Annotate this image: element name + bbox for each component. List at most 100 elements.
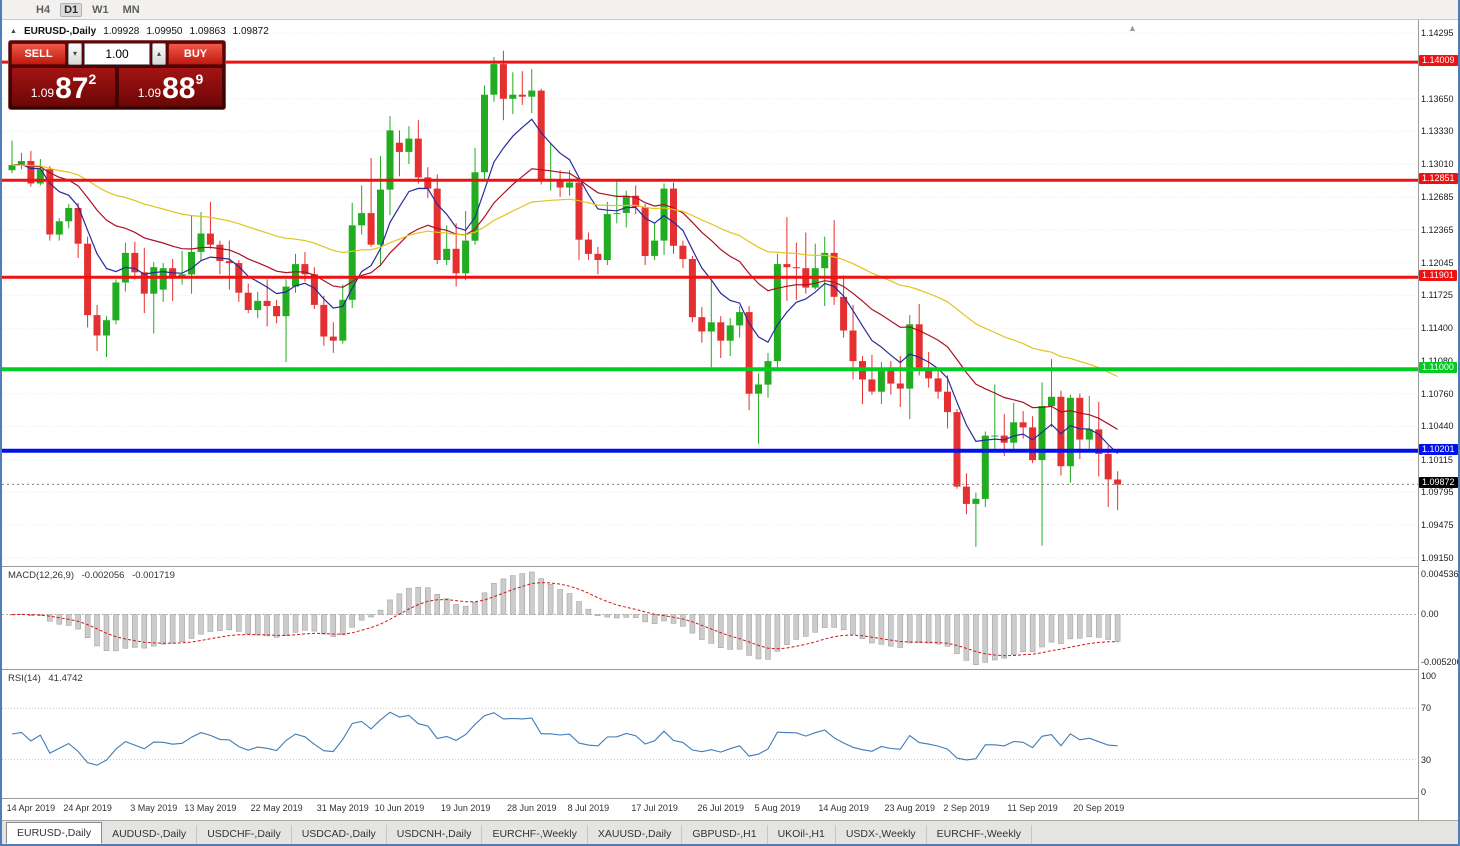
date-axis-label: 14 Aug 2019 <box>818 803 869 813</box>
rsi-indicator-label: RSI(14) 41.4742 <box>8 673 88 684</box>
date-axis-label: 19 Jun 2019 <box>440 803 491 813</box>
date-axis-label: 23 Aug 2019 <box>884 803 936 813</box>
timeframe-buttons-group: H4 D1 W1 MN <box>32 2 144 17</box>
price-axis-separator <box>1418 20 1419 820</box>
macd-histogram <box>9 571 1121 665</box>
price-axis-tick: 1.14295 <box>1421 27 1454 38</box>
buy-price-display[interactable]: 1.09 88 9 <box>118 67 223 107</box>
window-border-right <box>1458 0 1460 846</box>
date-axis-label: 20 Sep 2019 <box>1073 803 1125 813</box>
volume-decrease-button[interactable]: ▾ <box>68 43 82 65</box>
buy-price-prefix: 1.09 <box>137 86 162 100</box>
rsi-name: RSI(14) <box>8 673 41 684</box>
rsi-panel-splitter[interactable] <box>2 669 1458 670</box>
date-axis-label: 10 Jun 2019 <box>374 803 425 813</box>
rsi-value: 41.4742 <box>48 673 83 684</box>
date-axis-label: 3 May 2019 <box>130 803 178 813</box>
macd-canvas[interactable] <box>2 567 1418 669</box>
date-axis-label: 24 Apr 2019 <box>63 803 112 813</box>
date-axis-label: 11 Sep 2019 <box>1007 803 1058 813</box>
macd-name: MACD(12,26,9) <box>8 570 74 581</box>
level-price-tag: 1.14009 <box>1419 55 1458 67</box>
timeframe-button-d1[interactable]: D1 <box>60 2 83 17</box>
date-axis-label: 26 Jul 2019 <box>697 803 745 813</box>
symbol-name: EURUSD-,Daily <box>23 26 97 37</box>
window-border-bottom <box>0 844 1460 846</box>
chart-tab-usdcad-daily[interactable]: USDCAD-,Daily <box>292 825 387 844</box>
price-axis-tick: 1.11725 <box>1421 290 1453 301</box>
timeframe-toolbar: H4 D1 W1 MN <box>2 0 1458 20</box>
chart-tab-usdcnh-daily[interactable]: USDCNH-,Daily <box>387 825 483 844</box>
chart-tab-gbpusd-h1[interactable]: GBPUSD-,H1 <box>682 825 768 844</box>
date-axis-label: 13 May 2019 <box>184 803 237 813</box>
bar-open-value: 1.09928 <box>103 26 140 37</box>
level-price-tag: 1.11901 <box>1419 270 1457 282</box>
chart-tab-bar: EURUSD-,Daily AUDUSD-,Daily USDCHF-,Daily U… <box>0 820 1460 844</box>
chevron-down-icon: ▾ <box>72 49 77 58</box>
timeframe-button-w1[interactable]: W1 <box>92 3 109 16</box>
trade-controls-row: SELL ▾ ▴ BUY <box>11 43 223 65</box>
chart-tab-eurchf-weekly[interactable]: EURCHF-,Weekly <box>927 825 1033 844</box>
sell-price-big: 87 <box>55 72 89 105</box>
chart-title: ▲ EURUSD-,Daily 1.09928 1.09950 1.09863 … <box>10 26 269 37</box>
macd-panel-splitter[interactable] <box>2 566 1458 567</box>
date-axis-label: 2 Sep 2019 <box>943 803 990 813</box>
timeframe-button-h4[interactable]: H4 <box>36 3 51 16</box>
rsi-axis-label: 0 <box>1421 787 1427 797</box>
ma-mid-line <box>11 164 1118 430</box>
level-price-tag: 1.12851 <box>1419 173 1458 185</box>
macd-main-value: -0.002056 <box>81 570 125 581</box>
date-axis[interactable]: 14 Apr 2019 24 Apr 2019 3 May 2019 13 May 2… <box>2 798 1418 820</box>
rsi-axis-label: 30 <box>1421 754 1432 765</box>
chart-tab-eurchf-weekly[interactable]: EURCHF-,Weekly <box>482 825 588 844</box>
level-price-tag: 1.11000 <box>1419 362 1457 374</box>
ma-fast-line <box>11 118 1119 454</box>
sell-button[interactable]: SELL <box>11 43 66 65</box>
bar-low-value: 1.09863 <box>189 26 226 37</box>
rsi-axis-label: 70 <box>1421 703 1432 714</box>
date-axis-label: 8 Jul 2019 <box>567 803 610 813</box>
grid <box>2 32 1418 559</box>
sell-price-prefix: 1.09 <box>30 86 55 100</box>
date-axis-label: 14 Apr 2019 <box>6 803 56 813</box>
price-axis-tick: 1.09475 <box>1421 519 1454 530</box>
chart-tab-ukoil-h1[interactable]: UKOil-,H1 <box>768 825 836 844</box>
chart-shift-marker-icon[interactable]: ▲ <box>1128 23 1137 33</box>
price-axis[interactable]: 1.14295 1.13650 1.13330 1.13010 1.12685 1.123… <box>1419 0 1460 846</box>
price-axis-tick: 1.13330 <box>1421 126 1454 137</box>
level-price-tag: 1.10201 <box>1419 443 1458 455</box>
price-axis-tick: 1.12365 <box>1421 224 1454 235</box>
price-axis-tick: 1.10115 <box>1421 454 1453 465</box>
rsi-axis-label: 100 <box>1421 671 1437 681</box>
buy-price-pip: 9 <box>195 71 204 87</box>
price-axis-tick: 1.11400 <box>1421 323 1453 334</box>
price-axis-tick: 1.12045 <box>1421 257 1454 268</box>
rsi-canvas[interactable] <box>2 670 1418 798</box>
ma-slow-line <box>11 164 1118 378</box>
chart-tab-usdchf-daily[interactable]: USDCHF-,Daily <box>197 825 292 844</box>
macd-signal-line <box>11 582 1118 657</box>
price-axis-tick: 1.13010 <box>1421 159 1454 170</box>
macd-indicator-label: MACD(12,26,9) -0.002056 -0.001719 <box>8 570 180 581</box>
price-axis-tick: 1.13650 <box>1421 93 1454 104</box>
sell-price-display[interactable]: 1.09 87 2 <box>11 67 116 107</box>
price-chart-canvas[interactable] <box>2 20 1418 566</box>
volume-increase-button[interactable]: ▴ <box>152 43 166 65</box>
symbol-marker-icon: ▲ <box>10 28 17 35</box>
macd-axis-min: -0.005206 <box>1421 657 1460 667</box>
macd-axis-zero: 0.00 <box>1421 609 1439 620</box>
buy-price-big: 88 <box>162 72 196 105</box>
chart-tab-usdx-weekly[interactable]: USDX-,Weekly <box>836 825 927 844</box>
price-axis-tick: 1.11080 <box>1421 356 1453 367</box>
volume-input[interactable] <box>84 43 150 65</box>
chart-tab-audusd-daily[interactable]: AUDUSD-,Daily <box>102 825 198 844</box>
timeframe-button-mn[interactable]: MN <box>122 3 140 16</box>
chevron-up-icon: ▴ <box>156 49 161 58</box>
current-price-tag: 1.09872 <box>1419 477 1458 489</box>
candles <box>8 50 1122 547</box>
bar-close-value: 1.09872 <box>232 26 269 37</box>
buy-button[interactable]: BUY <box>168 43 223 65</box>
chart-tab-eurusd-daily[interactable]: EURUSD-,Daily <box>6 822 103 844</box>
chart-tab-xauusd-daily[interactable]: XAUUSD-,Daily <box>588 825 683 844</box>
